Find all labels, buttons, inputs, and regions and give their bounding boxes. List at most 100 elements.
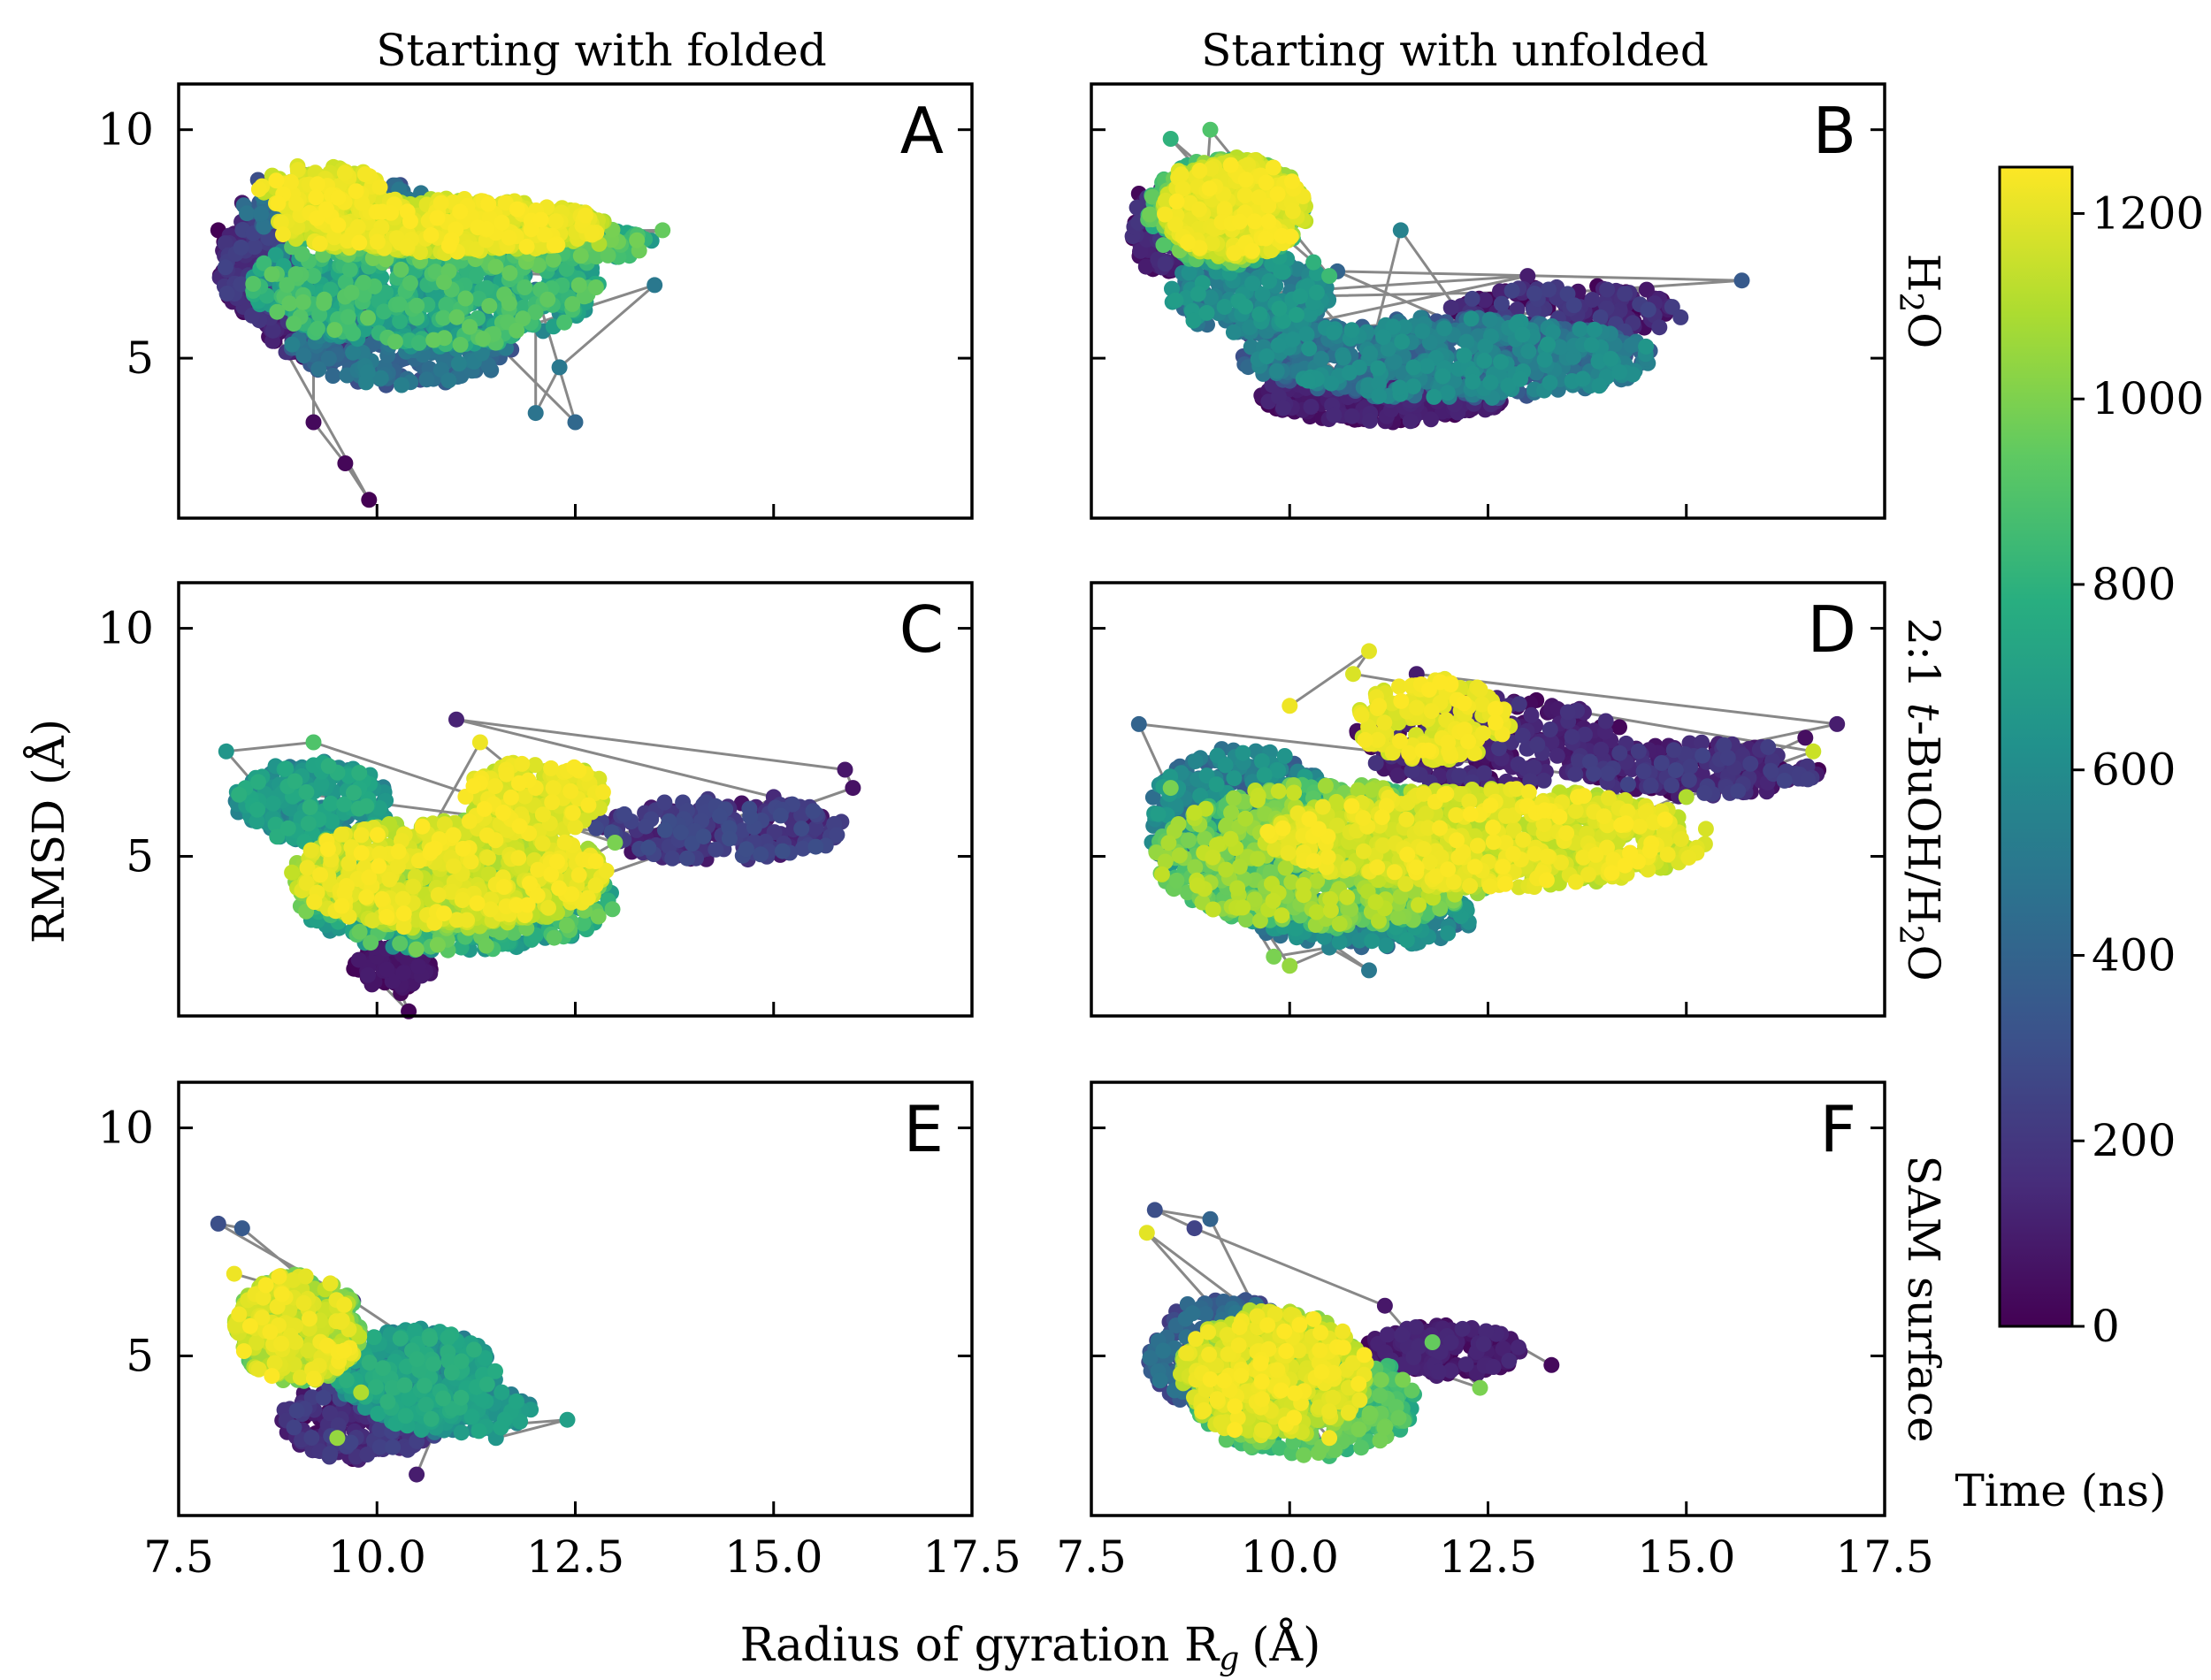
- data-point: [1651, 319, 1668, 336]
- data-point: [564, 295, 581, 312]
- data-point: [1142, 206, 1159, 223]
- data-point: [1526, 286, 1542, 302]
- data-point: [1477, 338, 1494, 355]
- data-point: [1270, 337, 1287, 354]
- data-point: [1625, 366, 1641, 383]
- data-point: [1574, 370, 1591, 387]
- data-point: [399, 238, 416, 255]
- data-point: [1305, 254, 1322, 271]
- data-point: [320, 350, 337, 367]
- panel-a: 510 A: [97, 82, 974, 520]
- data-point: [448, 309, 465, 325]
- data-point: [1426, 388, 1442, 405]
- data-point: [1434, 368, 1451, 385]
- data-point: [1259, 348, 1275, 364]
- data-point: [356, 166, 373, 183]
- data-point: [1599, 281, 1616, 298]
- data-point: [1260, 213, 1277, 230]
- data-point: [1539, 336, 1556, 353]
- data-point: [487, 258, 504, 275]
- data-point: [1181, 264, 1197, 281]
- data-point: [340, 309, 356, 325]
- data-point: [1284, 202, 1301, 219]
- data-point: [402, 275, 418, 292]
- data-point: [501, 295, 517, 312]
- data-point: [1246, 213, 1263, 230]
- data-point: [1493, 295, 1510, 312]
- data-point: [1198, 304, 1215, 321]
- data-point: [275, 226, 291, 243]
- data-point: [392, 313, 409, 330]
- data-point: [1326, 407, 1343, 424]
- data-point: [1464, 290, 1480, 307]
- data-point: [295, 347, 312, 363]
- data-point: [348, 183, 364, 200]
- data-point: [1405, 359, 1422, 376]
- data-point: [501, 229, 517, 246]
- data-point: [425, 332, 442, 348]
- data-point: [462, 318, 478, 335]
- data-point: [480, 195, 497, 212]
- data-point: [452, 203, 469, 220]
- y-tick-label: 10: [97, 104, 154, 156]
- data-point: [468, 268, 485, 285]
- data-point: [1362, 345, 1379, 362]
- data-point: [264, 266, 280, 283]
- data-point: [429, 210, 446, 226]
- data-point: [268, 172, 285, 189]
- data-point: [1375, 329, 1392, 346]
- data-point: [351, 234, 368, 251]
- data-point: [440, 372, 457, 389]
- data-point: [316, 291, 333, 308]
- data-point: [1258, 230, 1274, 247]
- data-point: [1237, 298, 1254, 315]
- data-point: [239, 205, 256, 222]
- data-point: [1321, 268, 1338, 285]
- data-point: [577, 207, 593, 224]
- data-point: [310, 361, 327, 378]
- data-point: [402, 213, 418, 230]
- panel-c: 510 C: [97, 581, 974, 1019]
- data-point: [1583, 337, 1600, 354]
- data-point: [1162, 131, 1179, 147]
- data-point: [432, 195, 449, 211]
- data-point: [253, 205, 270, 222]
- data-point: [217, 259, 233, 276]
- data-point: [308, 189, 325, 206]
- data-point: [1308, 284, 1325, 301]
- data-point: [1503, 282, 1520, 299]
- data-point: [1273, 263, 1289, 279]
- data-point: [336, 164, 353, 181]
- data-point: [1603, 350, 1619, 367]
- data-point: [1243, 242, 1260, 259]
- data-point: [1392, 222, 1409, 239]
- data-point: [629, 232, 646, 248]
- data-point: [288, 195, 305, 212]
- data-point: [1185, 312, 1202, 329]
- data-point: [1225, 324, 1242, 340]
- panel-letter-a: A: [900, 94, 944, 168]
- data-point: [1343, 408, 1360, 424]
- data-point: [1292, 288, 1309, 305]
- data-point: [250, 181, 267, 198]
- data-point: [284, 336, 301, 353]
- data-point: [361, 492, 378, 508]
- data-point: [394, 377, 410, 393]
- data-point: [1323, 375, 1340, 392]
- panel-letter-b: B: [1813, 94, 1856, 168]
- data-point: [410, 334, 427, 351]
- data-point: [349, 218, 366, 235]
- data-point: [539, 291, 556, 308]
- data-point: [440, 238, 457, 254]
- data-point: [1303, 399, 1320, 415]
- data-point: [1190, 201, 1207, 218]
- data-point: [245, 276, 262, 292]
- data-point: [1439, 385, 1456, 401]
- data-point: [1371, 387, 1388, 404]
- data-point: [264, 322, 281, 339]
- data-point: [1361, 412, 1378, 429]
- data-point: [646, 277, 663, 294]
- data-point: [1191, 163, 1208, 179]
- data-point: [1482, 374, 1499, 391]
